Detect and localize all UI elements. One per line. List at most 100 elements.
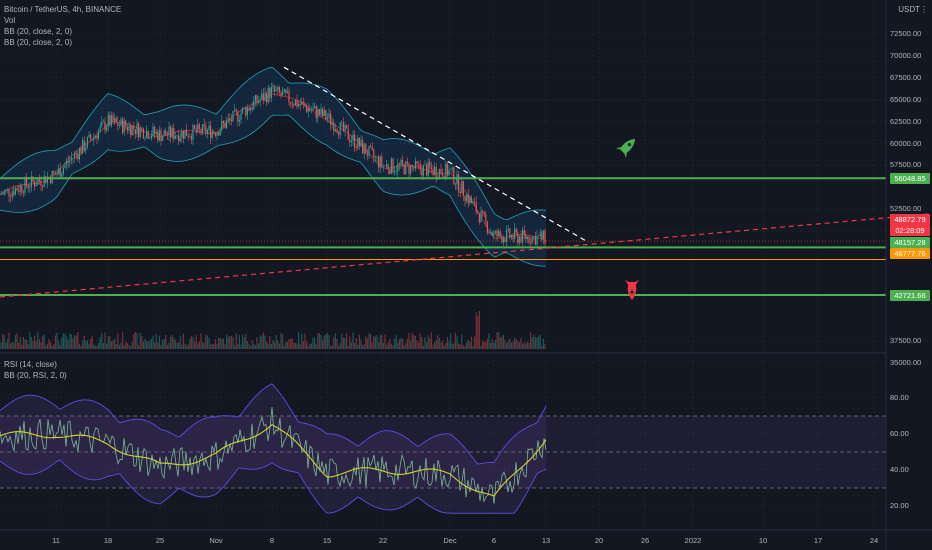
candle-body xyxy=(381,156,383,166)
candle-body xyxy=(491,231,493,236)
candle-body xyxy=(408,163,410,174)
price-level-badge[interactable]: 56048.85 xyxy=(890,172,930,184)
candle-body xyxy=(360,140,362,147)
candle-body xyxy=(6,189,8,190)
volume-bar xyxy=(10,343,12,349)
volume-bar xyxy=(427,335,429,349)
candle-body xyxy=(96,135,98,139)
last-price-badge[interactable]: 48872.79 xyxy=(890,214,930,225)
price-level-badge[interactable]: 42721.66 xyxy=(890,289,930,301)
price-level-badge[interactable]: 46777.76 xyxy=(890,248,930,259)
time-tick-label: 15 xyxy=(322,536,332,545)
candle-body xyxy=(459,191,461,194)
symbol-legend[interactable]: Bitcoin / TetherUS, 4h, BINANCE xyxy=(4,5,122,14)
candle-body xyxy=(14,188,16,195)
volume-bar xyxy=(42,336,44,349)
rsi-bb-legend[interactable]: BB (20, RSI, 2, 0) xyxy=(4,371,67,380)
volume-bar xyxy=(208,337,210,349)
candle-body xyxy=(446,163,448,176)
currency-unit[interactable]: USDT xyxy=(898,5,920,14)
candle-body xyxy=(13,191,15,195)
price-tick-label: 37500.00 xyxy=(890,335,922,345)
time-tick-label: 25 xyxy=(155,536,165,545)
volume-bar xyxy=(67,340,69,349)
volume-bar xyxy=(8,332,10,349)
candle-body xyxy=(334,129,336,131)
candle-body xyxy=(152,126,154,136)
candle-body xyxy=(195,128,197,132)
rocket-down-icon[interactable] xyxy=(625,280,639,300)
volume-bar xyxy=(122,332,124,349)
candle-body xyxy=(83,140,85,151)
volume-bar xyxy=(306,341,308,349)
candle-body xyxy=(325,109,327,120)
price-level-badge[interactable]: 48157.28 xyxy=(890,237,930,248)
volume-bar xyxy=(328,335,330,349)
volume-bar xyxy=(26,339,28,349)
candle-body xyxy=(114,118,116,123)
volume-bar xyxy=(331,344,333,349)
volume-bar xyxy=(520,337,522,349)
candle-body xyxy=(202,124,204,134)
candle-body xyxy=(197,124,199,132)
volume-bar xyxy=(293,342,295,349)
bar-countdown-badge[interactable]: 02:28:09 xyxy=(890,225,930,236)
candle-body xyxy=(366,153,368,156)
candle-body xyxy=(357,137,359,148)
candle-body xyxy=(392,158,394,173)
candle-body xyxy=(358,137,360,147)
candle-body xyxy=(322,108,324,116)
volume-bar xyxy=(72,338,74,349)
candle-body xyxy=(186,130,188,136)
volume-legend[interactable]: Vol xyxy=(4,16,16,25)
candle-body xyxy=(72,157,74,159)
candle-body xyxy=(422,165,424,176)
volume-bar xyxy=(475,312,477,349)
price-tick-label: 70000.00 xyxy=(890,50,922,60)
candle-body xyxy=(216,132,218,137)
volume-bar xyxy=(461,334,463,349)
volume-bar xyxy=(283,345,285,349)
candle-body xyxy=(517,232,519,243)
trendline-descending[interactable] xyxy=(283,66,587,242)
volume-bar xyxy=(150,338,152,349)
horizontal-levels[interactable] xyxy=(0,177,886,297)
bb-legend-1[interactable]: BB (20, close, 2, 0) xyxy=(4,27,73,36)
volume-bar xyxy=(256,337,258,349)
volume-bar xyxy=(27,344,29,349)
volume-bar xyxy=(139,332,141,349)
annotation-icons[interactable] xyxy=(615,134,640,300)
volume-bar xyxy=(264,335,266,349)
candle-body xyxy=(485,214,487,222)
trendlines[interactable] xyxy=(0,66,932,298)
candle-body xyxy=(362,140,364,154)
volume-bar xyxy=(74,335,76,349)
volume-bar xyxy=(333,337,335,349)
rocket-up-icon[interactable] xyxy=(615,134,640,159)
volume-bar xyxy=(285,341,287,349)
volume-bar xyxy=(269,336,271,349)
volume-bar xyxy=(64,333,66,349)
volume-bar xyxy=(411,333,413,349)
candle-body xyxy=(512,235,514,240)
volume-bar xyxy=(186,345,188,349)
volume-bar xyxy=(178,342,180,349)
rsi-legend[interactable]: RSI (14, close) xyxy=(4,360,57,369)
candle-body xyxy=(187,135,189,137)
volume-bar xyxy=(43,334,45,349)
candle-body xyxy=(448,169,450,176)
more-menu-icon[interactable]: ⋮ xyxy=(920,5,928,14)
candle-body xyxy=(376,156,378,158)
volume-bar xyxy=(90,338,92,349)
candle-body xyxy=(282,92,284,96)
candle-body xyxy=(314,106,316,109)
volume-bar xyxy=(234,345,236,349)
bb-legend-2[interactable]: BB (20, close, 2, 0) xyxy=(4,38,73,47)
candle-body xyxy=(266,93,268,103)
volume-bar xyxy=(534,337,536,349)
volume-bar xyxy=(136,333,138,349)
trendline-ascending[interactable] xyxy=(0,213,932,298)
volume-bar xyxy=(443,345,445,349)
candle-body xyxy=(453,167,455,185)
